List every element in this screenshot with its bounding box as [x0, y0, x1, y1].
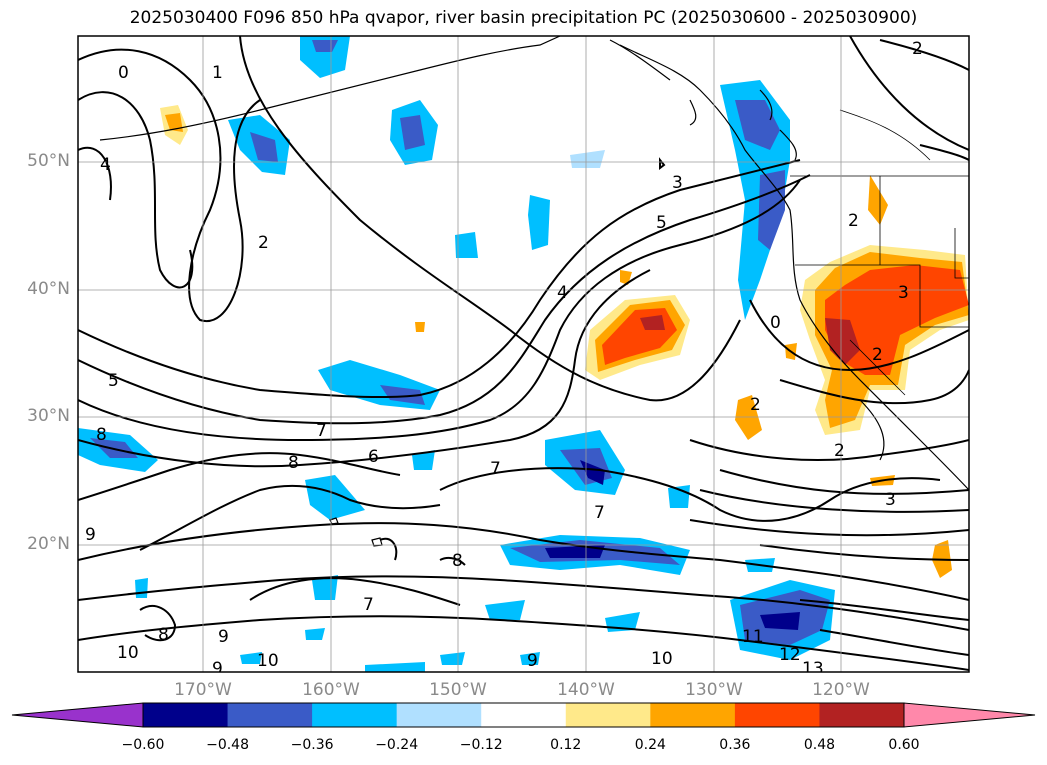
qvapor-contours — [78, 36, 969, 671]
contour-label: 2 — [912, 39, 923, 59]
contour-label: 7 — [490, 459, 501, 479]
colorbar-segments — [11, 702, 1036, 728]
colorbar-segment — [734, 703, 820, 727]
contour-label: 3 — [672, 173, 683, 193]
lat-label-20n: 20°N — [27, 534, 70, 554]
positive-anomaly-regions — [160, 105, 969, 578]
lon-label-160w: 160°W — [302, 680, 360, 700]
colorbar-segment — [143, 703, 229, 727]
contour-label: 2 — [750, 395, 761, 415]
contour-label: 6 — [368, 447, 379, 467]
lat-label-40n: 40°N — [27, 279, 70, 299]
contour-label: 5 — [108, 371, 119, 391]
contour-label: 2 — [834, 441, 845, 461]
colorbar-segment — [396, 703, 482, 727]
contour-label: 8 — [452, 551, 463, 571]
contour-label: 8 — [96, 425, 107, 445]
colorbar-tick: −0.60 — [121, 737, 165, 753]
contour-label: 9 — [212, 659, 223, 679]
coastlines — [99, 36, 969, 547]
lon-label-120w: 120°W — [812, 680, 870, 700]
map-panel: 0 1 2 3 4 5 6 7 8 9 10 11 12 13 0 2 2 2 … — [77, 35, 970, 679]
contour-label: 7 — [363, 595, 374, 615]
lon-label-150w: 150°W — [429, 680, 487, 700]
colorbar-tick: 0.48 — [803, 737, 836, 753]
colorbar-segment — [312, 703, 398, 727]
map-title: 2025030400 F096 850 hPa qvapor, river ba… — [129, 8, 918, 28]
contour-label: 9 — [85, 525, 96, 545]
contour-label: 4 — [557, 283, 568, 303]
contour-label: 2 — [872, 345, 883, 365]
colorbar-segment — [227, 703, 313, 727]
colorbar-tick: −0.48 — [206, 737, 249, 753]
contour-label: 3 — [885, 490, 896, 510]
colorbar-tick: −0.36 — [290, 737, 334, 753]
contour-label: 2 — [258, 233, 269, 253]
contour-label: 5 — [656, 213, 667, 233]
contour-label: 11 — [742, 627, 764, 647]
contour-label: 10 — [651, 649, 673, 669]
lat-label-50n: 50°N — [27, 151, 70, 171]
contour-label: 1 — [212, 63, 223, 83]
colorbar-segment — [650, 703, 736, 727]
contour-label: 13 — [802, 659, 824, 679]
contour-label: 12 — [779, 645, 801, 665]
contour-label: 7 — [594, 503, 605, 523]
contour-label: 10 — [257, 651, 279, 671]
colorbar-tick: 0.12 — [550, 737, 582, 753]
contour-label: 0 — [770, 313, 781, 333]
contour-label: 3 — [898, 283, 909, 303]
colorbar-tick: 0.60 — [888, 737, 920, 753]
colorbar-segment — [481, 703, 567, 727]
lon-label-130w: 130°W — [685, 680, 743, 700]
colorbar-frame — [142, 702, 905, 728]
colorbar-segment — [565, 703, 651, 727]
map-frame — [77, 35, 970, 673]
contour-label: 10 — [117, 643, 139, 663]
political-borders — [790, 109, 969, 396]
colorbar-tick: 0.36 — [719, 737, 751, 753]
contour-label: 7 — [316, 421, 327, 441]
contour-label: 9 — [218, 627, 229, 647]
colorbar-tick: −0.24 — [375, 737, 419, 753]
colorbar-segment — [819, 703, 905, 727]
contour-label: 0 — [118, 63, 129, 83]
contour-label: 8 — [158, 625, 169, 645]
lon-label-170w: 170°W — [174, 680, 232, 700]
contour-label: 8 — [288, 453, 299, 473]
contour-label: 9 — [527, 651, 538, 671]
gridlines — [78, 36, 969, 672]
colorbar-tick: 0.24 — [634, 737, 666, 753]
lon-label-140w: 140°W — [557, 680, 615, 700]
colorbar-extend-high — [903, 702, 1036, 728]
contour-labels: 0 1 2 3 4 5 6 7 8 9 10 11 12 13 0 2 2 2 … — [85, 39, 923, 679]
colorbar-tick: −0.12 — [459, 737, 503, 753]
colorbar-extend-low — [11, 702, 144, 728]
contour-label: 4 — [100, 155, 111, 175]
lat-label-30n: 30°N — [27, 406, 70, 426]
contour-label: 2 — [848, 211, 859, 231]
